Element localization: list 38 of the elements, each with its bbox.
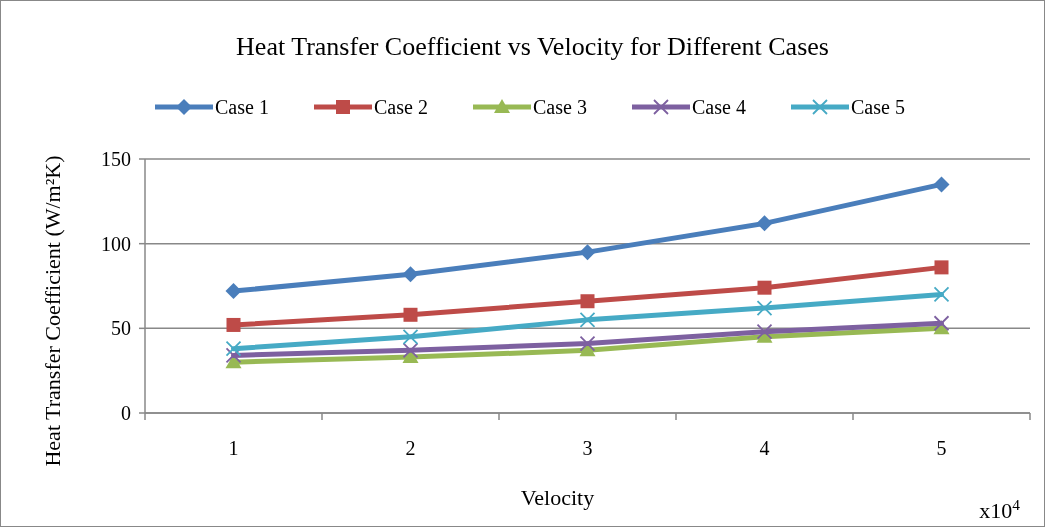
point xyxy=(402,342,419,359)
y-tick-label: 0 xyxy=(121,402,131,424)
point xyxy=(225,347,242,364)
y-tick-label: 150 xyxy=(101,148,131,170)
point xyxy=(579,335,596,352)
point xyxy=(402,328,419,345)
point xyxy=(934,260,949,275)
legend-label: Case 3 xyxy=(533,96,587,118)
point xyxy=(756,215,773,232)
y-tick-label: 50 xyxy=(111,317,131,340)
legend-label: Case 5 xyxy=(851,96,905,118)
point xyxy=(402,266,419,283)
point xyxy=(756,323,773,340)
legend-label: Case 2 xyxy=(374,96,428,118)
x-tick-label: 2 xyxy=(405,437,416,459)
chart-title: Heat Transfer Coefficient vs Velocity for Different Cases xyxy=(236,32,829,61)
point xyxy=(225,340,242,357)
x-tick-label: 5 xyxy=(936,437,947,459)
y-axis-title: Heat Transfer Coefficient (W/m²K) xyxy=(40,155,65,467)
point xyxy=(579,244,596,261)
point xyxy=(579,311,596,328)
point xyxy=(933,315,950,332)
point xyxy=(757,280,772,295)
x-tick-label: 4 xyxy=(759,437,770,459)
point xyxy=(403,307,418,322)
legend-label: Case 4 xyxy=(692,96,746,118)
x-axis-title: Velocity xyxy=(520,485,595,510)
point xyxy=(933,176,950,193)
y-tick-label: 100 xyxy=(101,232,131,255)
legend-label: Case 1 xyxy=(215,96,269,118)
point xyxy=(580,294,595,309)
x-tick-label: 3 xyxy=(582,437,593,459)
text: x10$^{4}$ xyxy=(979,495,1021,523)
point xyxy=(226,317,241,332)
point xyxy=(225,283,242,300)
point xyxy=(933,286,950,303)
x-tick-label: 1 xyxy=(228,437,239,459)
point xyxy=(756,300,773,316)
